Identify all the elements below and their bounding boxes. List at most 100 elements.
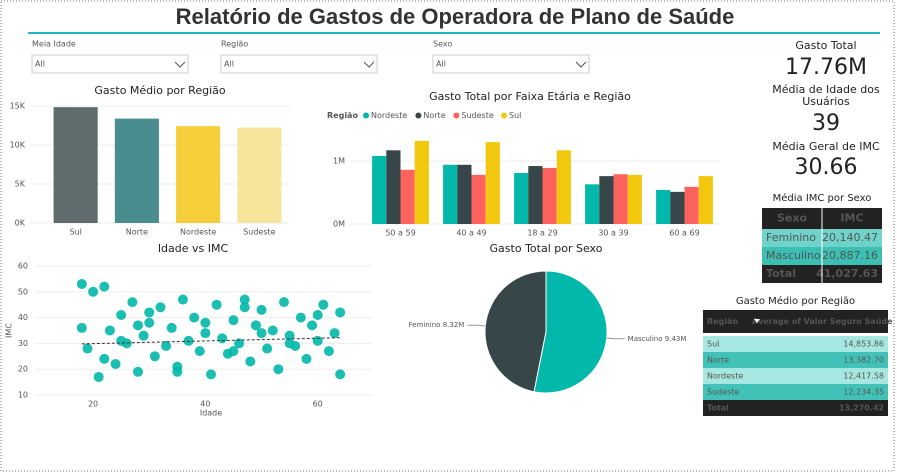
point: [279, 297, 289, 308]
filter-dropdown[interactable]: [432, 54, 590, 74]
y-tick-label: 1M: [333, 157, 345, 166]
bar: [176, 126, 221, 223]
point: [267, 325, 278, 336]
total-cell: 41,027.63: [816, 267, 878, 280]
x-tick-label: Nordeste: [180, 228, 216, 237]
y-tick-label: 10: [18, 391, 28, 400]
point: [312, 310, 323, 321]
point: [155, 302, 166, 313]
y-tick-label: 20: [18, 365, 28, 374]
point: [239, 302, 250, 313]
column-header: Average of Valor Seguro Saúde: [752, 317, 893, 326]
bar: [471, 174, 486, 224]
bar: [556, 150, 571, 224]
cell: Sul: [707, 340, 719, 349]
table-row: [703, 336, 888, 352]
chevron: [575, 61, 587, 68]
bar: [514, 172, 529, 224]
point: [177, 294, 188, 305]
filter-value: All: [436, 60, 446, 69]
y-tick-label: 0K: [15, 219, 26, 228]
x-tick-label: 30 a 39: [598, 229, 628, 238]
y-tick-label: 10K: [10, 141, 26, 150]
x-tick-label: 18 a 29: [527, 229, 557, 238]
point: [110, 359, 121, 370]
point: [194, 346, 205, 357]
x-tick-label: 40: [200, 400, 210, 409]
filter-dropdown[interactable]: [220, 54, 378, 74]
legend-title: Região: [327, 111, 358, 120]
bar: [457, 164, 472, 224]
slice-label: Feminino 8.32M: [409, 321, 465, 329]
bar: [485, 142, 500, 224]
sort-arrow: [754, 319, 760, 323]
legend-label: Sul: [509, 111, 521, 120]
point: [295, 312, 306, 323]
filter-dropdown[interactable]: [31, 54, 189, 74]
point: [335, 307, 346, 318]
point: [144, 317, 155, 328]
point: [166, 322, 177, 333]
x-tick-label: Norte: [126, 228, 148, 237]
point: [82, 343, 93, 354]
point: [234, 338, 245, 349]
bar: [53, 107, 98, 223]
point: [149, 351, 160, 362]
y-tick-label: 30: [18, 339, 28, 348]
bar: [400, 169, 415, 224]
y-tick-label: 40: [18, 313, 28, 322]
filter-label: Meia Idade: [32, 40, 76, 49]
card-label: Gasto Total: [795, 39, 857, 52]
x-tick-label: 40 a 49: [456, 229, 486, 238]
cell: 20,887.16: [822, 249, 878, 262]
point: [116, 310, 127, 321]
x-tick-label: 20: [88, 400, 98, 409]
bar: [237, 127, 282, 223]
column-header: Sexo: [777, 212, 807, 225]
point: [256, 328, 267, 339]
pie-slice: [533, 270, 608, 394]
trend-line: [81, 337, 341, 345]
legend-label: Norte: [423, 111, 445, 120]
bar: [698, 176, 713, 224]
legend-swatch: [453, 112, 460, 119]
x-tick-label: Sudeste: [243, 228, 275, 237]
point: [312, 335, 323, 346]
point: [301, 353, 312, 364]
y-tick-label: 0M: [333, 220, 345, 229]
chart-title: Gasto Médio por Região: [94, 84, 225, 97]
filter-label: Sexo: [433, 40, 452, 49]
column-header: IMC: [840, 212, 863, 225]
y-tick-label: 5K: [15, 180, 26, 189]
cell: 12,417.58: [843, 372, 884, 381]
filter-value: All: [35, 60, 45, 69]
table-title: Gasto Médio por Região: [736, 295, 855, 307]
point: [76, 322, 87, 333]
cell: Feminino: [766, 231, 816, 244]
total-cell: 13,270.42: [839, 404, 884, 413]
slice-category: Masculino: [628, 335, 663, 343]
point: [99, 353, 110, 364]
y-axis-label: IMC: [5, 323, 14, 338]
point: [250, 320, 261, 331]
table-header: [703, 310, 888, 333]
point: [200, 328, 211, 339]
y-tick-label: 60: [18, 262, 28, 271]
point: [133, 366, 143, 377]
slice-label: Masculino 9.43M: [628, 335, 687, 343]
slice-value: 8.32M: [443, 321, 465, 329]
total-cell: Total: [707, 404, 729, 413]
cell: 14,853.86: [843, 340, 884, 349]
bar: [613, 174, 628, 224]
card-value: 39: [812, 111, 840, 136]
bar: [542, 167, 557, 224]
point: [256, 304, 267, 315]
point: [99, 281, 110, 292]
chevron: [363, 61, 375, 68]
bar: [443, 164, 458, 224]
bar: [627, 174, 642, 224]
point: [228, 315, 239, 326]
point: [323, 346, 334, 357]
x-tick-label: 60 a 69: [669, 229, 699, 238]
